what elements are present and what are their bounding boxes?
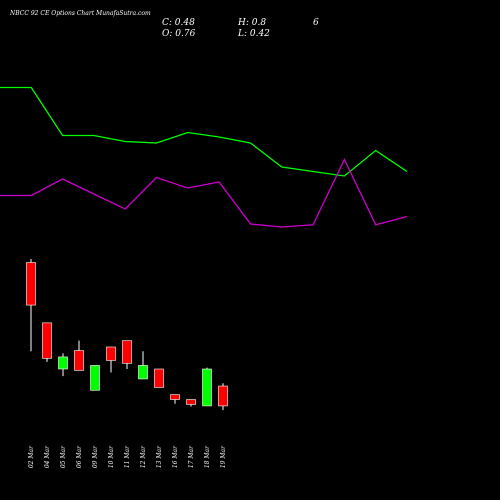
x-tick-label: 06 Mar [76,445,83,468]
x-tick-label: 05 Mar [60,445,67,468]
candle-body [74,350,84,371]
candle [154,368,164,388]
x-axis-labels: 02 Mar 04 Mar 05 Mar 06 Mar 09 Mar 10 Mar 11 M… [28,445,227,468]
close-value: C: 0.48 [162,18,195,28]
x-tick-label: 13 Mar [156,445,163,468]
candle-body [202,368,212,407]
candle-body [26,262,36,306]
x-tick-label: 11 Mar [124,445,131,468]
chart-title: NBCC 92 CE Options Chart MunafaSutra.com [10,10,151,17]
low-value: L: 0.42 [238,29,270,39]
candle [202,367,212,407]
candle [42,322,52,362]
candle-body [122,340,132,364]
x-tick-label: 10 Mar [108,445,115,468]
candlesticks [26,258,228,411]
open-value: O: 0.76 [162,29,196,39]
candle-body [42,322,52,359]
x-tick-label: 16 Mar [172,445,179,468]
candle-body [186,399,196,405]
extra-value: 6 [313,18,319,28]
candle-body [58,356,68,370]
candle [218,383,228,411]
x-tick-label: 04 Mar [44,445,51,468]
candle-body [138,365,148,380]
x-tick-label: 17 Mar [188,445,195,468]
candle [170,394,180,404]
green-line [0,86,408,177]
x-tick-label: 18 Mar [204,445,211,468]
candle [26,258,36,352]
candle [186,399,196,407]
candle [74,340,84,371]
candle-body [170,394,180,400]
candle-body [154,368,164,388]
candle-body [218,385,228,407]
x-tick-label: 19 Mar [220,445,227,468]
x-tick-label: 12 Mar [140,445,147,468]
magenta-line [0,157,408,228]
candle [122,340,132,369]
x-tick-label: 02 Mar [28,445,35,468]
candle [90,365,100,391]
candle-body [106,346,116,361]
indicator-lines [0,86,408,228]
high-value: H: 0.8 [238,18,267,28]
candle [58,353,68,377]
x-tick-label: 09 Mar [92,445,99,468]
candle [106,346,116,373]
candle-body [90,365,100,391]
candle [138,351,148,380]
